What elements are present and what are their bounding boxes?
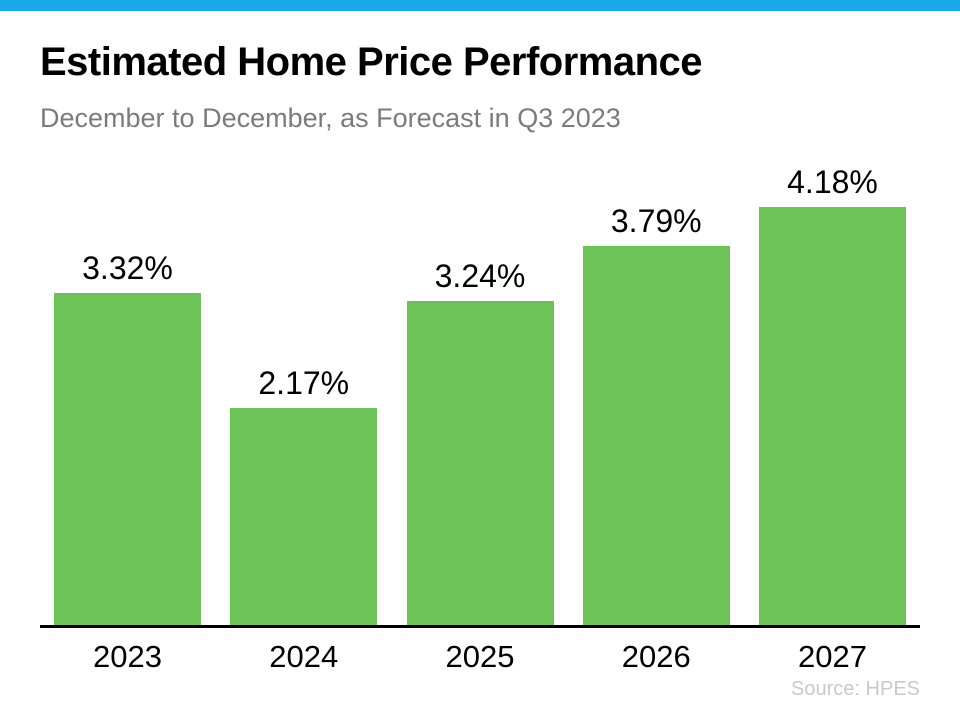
x-axis-label: 2026 <box>621 639 691 674</box>
x-axis-label: 2025 <box>445 639 515 674</box>
bar <box>230 408 378 625</box>
bar-value-label: 4.18% <box>787 164 878 200</box>
bar-value-label: 3.79% <box>610 203 702 239</box>
bars-area: 3.32% 2.17% 3.24% 3.79% 4.18% <box>40 155 920 625</box>
chart-header: Estimated Home Price Performance Decembe… <box>40 41 920 134</box>
bar-chart: 3.32% 2.17% 3.24% 3.79% 4.18% 2023 2024 2025 20… <box>40 155 920 675</box>
x-axis-line <box>40 625 920 628</box>
bar-group-2023: 3.32% <box>54 250 201 625</box>
accent-top-bar <box>0 0 960 11</box>
bar <box>759 207 906 625</box>
x-axis-label: 2024 <box>269 639 339 674</box>
x-axis-label: 2027 <box>798 639 867 674</box>
source-note: Source: HPES <box>791 678 920 700</box>
bar-group-2026: 3.79% <box>582 203 730 625</box>
bar <box>582 246 730 625</box>
bar-value-label: 2.17% <box>258 365 350 401</box>
page-subtitle: December to December, as Forecast in Q3 … <box>40 103 621 133</box>
bar-group-2025: 3.24% <box>406 258 554 625</box>
bar-group-2024: 2.17% <box>230 365 378 625</box>
x-axis-label: 2023 <box>93 639 162 674</box>
bar <box>406 301 554 625</box>
page-title: Estimated Home Price Performance <box>40 40 703 84</box>
bar-value-label: 3.32% <box>82 250 173 286</box>
bar-group-2027: 4.18% <box>759 164 906 625</box>
bar-value-label: 3.24% <box>434 258 526 294</box>
x-axis-labels: 2023 2024 2025 2026 2027 <box>40 640 920 674</box>
bar <box>54 293 201 625</box>
